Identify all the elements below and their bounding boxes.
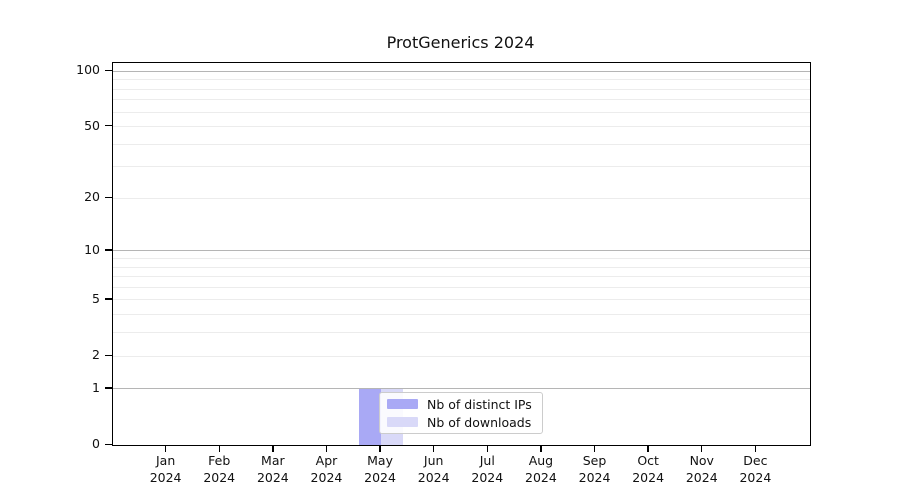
x-tick-jun	[432, 446, 435, 452]
month-label: Oct	[637, 453, 659, 468]
month-label: Apr	[315, 453, 338, 468]
legend: Nb of distinct IPs Nb of downloads	[379, 392, 543, 434]
year-label: 2024	[471, 470, 504, 485]
x-tick-dec	[754, 446, 757, 452]
x-tick-label-mar: Mar 2024	[245, 452, 301, 486]
gridline-minor-3	[113, 332, 810, 334]
gridline-minor-6	[113, 286, 810, 288]
x-tick-label-feb: Feb 2024	[191, 452, 247, 486]
y-tick-label-20: 20	[84, 189, 100, 205]
gridline-minor-30	[113, 166, 810, 168]
year-label: 2024	[256, 470, 289, 485]
bar-nb-of-distinct-ips-may	[359, 388, 382, 445]
year-label: 2024	[685, 470, 718, 485]
x-tick-label-sep: Sep 2024	[567, 452, 623, 486]
y-tick-label-1: 1	[92, 379, 100, 395]
x-tick-nov	[701, 446, 703, 452]
legend-label-1: Nb of downloads	[427, 414, 532, 430]
year-label: 2024	[739, 470, 772, 485]
year-label: 2024	[149, 470, 182, 485]
month-label: Dec	[743, 453, 768, 468]
gridline-minor-70	[113, 99, 810, 101]
year-label: 2024	[417, 470, 450, 485]
x-tick-label-nov: Nov 2024	[674, 452, 730, 486]
x-tick-label-aug: Aug 2024	[513, 452, 569, 486]
year-label: 2024	[364, 470, 396, 485]
x-tick-label-jul: Jul 2024	[459, 452, 515, 486]
gridline-minor-5	[113, 299, 810, 301]
month-label: Jul	[479, 453, 495, 468]
x-tick-label-jan: Jan 2024	[138, 452, 194, 486]
plot-area	[112, 62, 811, 446]
gridline-minor-2	[113, 355, 810, 357]
legend-item-nb-of-downloads: Nb of downloads	[387, 415, 535, 430]
month-label: Sep	[582, 453, 607, 468]
month-label: Jan	[155, 453, 176, 468]
gridline-major-100	[113, 70, 810, 72]
gridline-minor-8	[113, 266, 810, 268]
x-tick-jan	[164, 446, 167, 452]
x-tick-label-jun: Jun 2024	[406, 452, 462, 486]
month-label: May	[367, 453, 393, 468]
y-tick-label-5: 5	[92, 290, 100, 306]
x-tick-may	[379, 446, 381, 452]
y-tick-0	[105, 443, 112, 445]
y-tick-label-2: 2	[92, 347, 100, 362]
legend-swatch-0	[387, 399, 418, 409]
x-tick-aug	[540, 446, 542, 452]
gridline-minor-4	[113, 314, 810, 316]
legend-item-nb-of-distinct-ips: Nb of distinct IPs	[387, 397, 535, 412]
chart-title: ProtGenerics 2024	[386, 33, 535, 52]
x-tick-jul	[486, 446, 488, 452]
x-tick-label-oct: Oct 2024	[620, 452, 676, 486]
gridline-minor-80	[113, 88, 810, 90]
gridline-major-1	[113, 388, 810, 390]
gridline-major-10	[113, 250, 810, 252]
x-tick-label-apr: Apr 2024	[298, 452, 354, 486]
gridline-minor-7	[113, 276, 810, 278]
y-tick-label-50: 50	[84, 117, 100, 133]
gridline-minor-40	[113, 143, 810, 145]
year-label: 2024	[632, 470, 665, 485]
year-label: 2024	[203, 470, 236, 485]
month-label: Jun	[423, 453, 444, 468]
gridline-minor-20	[113, 197, 810, 199]
x-tick-mar	[272, 446, 274, 452]
y-tick-20	[105, 196, 112, 199]
x-tick-oct	[647, 446, 649, 452]
y-tick-5	[105, 298, 112, 300]
y-tick-2	[105, 354, 112, 356]
month-label: Nov	[689, 453, 714, 468]
gridline-minor-9	[113, 257, 810, 259]
y-tick-1	[105, 387, 112, 389]
x-tick-sep	[593, 446, 596, 452]
year-label: 2024	[310, 470, 343, 485]
y-tick-label-10: 10	[84, 241, 100, 257]
y-tick-label-100: 100	[76, 62, 100, 78]
y-tick-100	[105, 69, 112, 72]
gridline-minor-50	[113, 126, 810, 128]
month-label: Mar	[261, 453, 285, 468]
y-tick-50	[105, 125, 112, 127]
x-tick-label-may: May 2024	[352, 452, 408, 486]
legend-label-0: Nb of distinct IPs	[427, 396, 532, 412]
year-label: 2024	[525, 470, 557, 485]
month-label: Aug	[528, 453, 554, 468]
gridline-minor-60	[113, 111, 810, 113]
year-label: 2024	[578, 470, 611, 485]
y-tick-10	[105, 249, 112, 251]
month-label: Feb	[208, 453, 231, 468]
x-tick-label-dec: Dec 2024	[727, 452, 783, 486]
y-tick-label-0: 0	[92, 436, 100, 451]
x-tick-feb	[218, 446, 220, 452]
x-tick-apr	[325, 446, 328, 452]
gridline-minor-90	[113, 79, 810, 81]
legend-swatch-1	[387, 417, 418, 427]
